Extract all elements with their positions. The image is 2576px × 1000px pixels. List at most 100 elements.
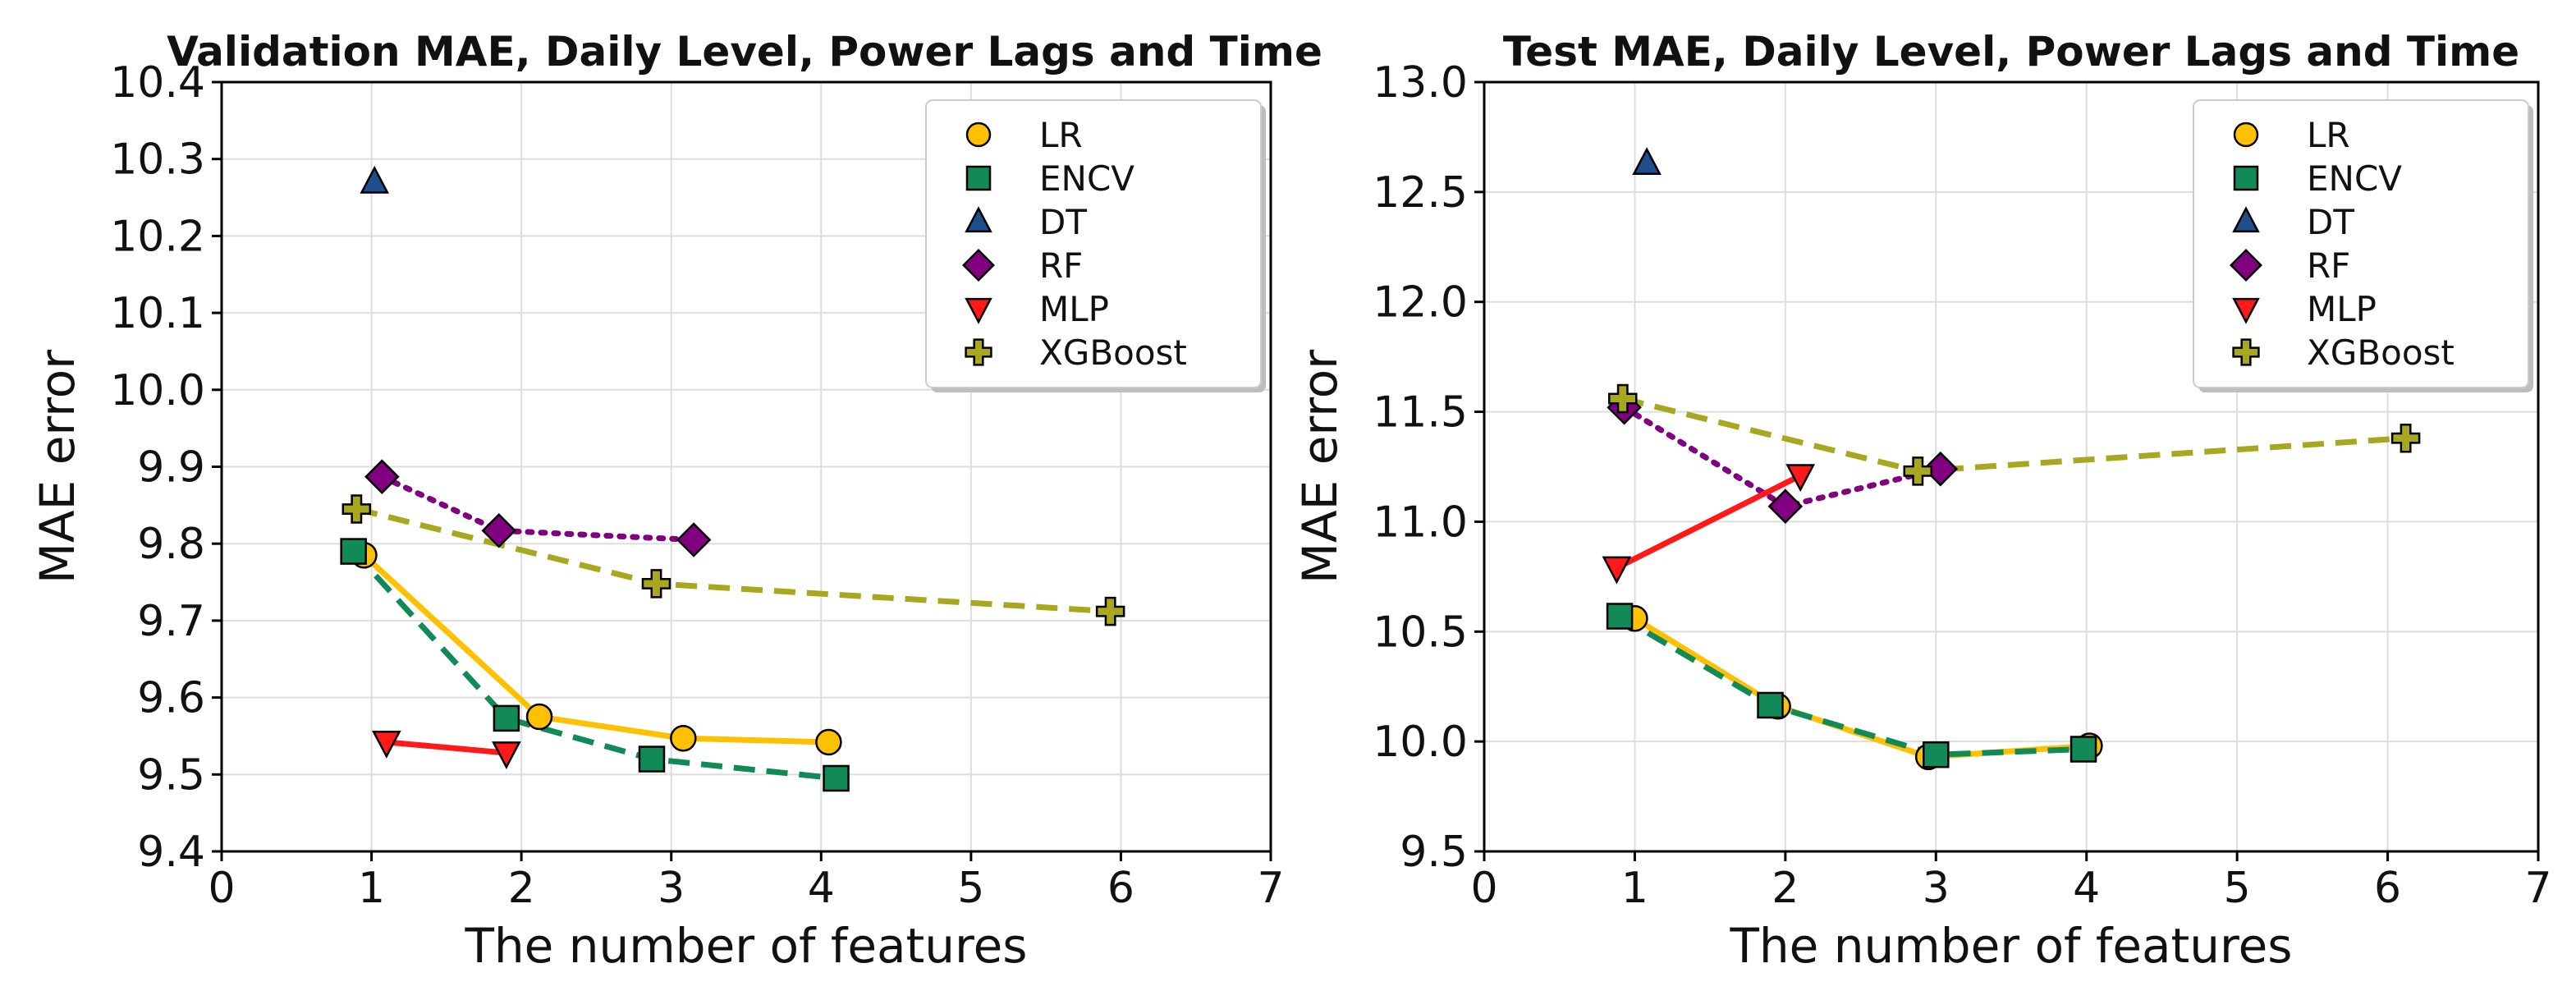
y-tick-label: 9.5	[1400, 828, 1468, 877]
series-line-mlp	[386, 739, 507, 756]
y-tick-label: 10.0	[1373, 718, 1468, 767]
y-tick-label: 11.5	[1373, 388, 1468, 438]
legend-marker-lr	[2233, 122, 2259, 148]
x-tick-label: 5	[957, 864, 984, 913]
data-point-encv	[340, 538, 367, 565]
legend-marker-dt	[2232, 206, 2260, 233]
data-point-rf	[1767, 489, 1804, 524]
legend-marker-xgboost	[965, 338, 992, 366]
series-line-lr	[1633, 616, 2090, 760]
y-tick-label: 9.5	[137, 750, 205, 800]
legend-label-encv: ENCV	[2307, 158, 2402, 199]
x-tick-label: 5	[2224, 864, 2251, 913]
y-tick-label: 10.3	[110, 135, 205, 185]
x-axis-label: The number of features	[1729, 918, 2292, 974]
legend-label-mlp: MLP	[1039, 289, 1109, 329]
legend-label-rf: RF	[1039, 245, 1083, 286]
legend-marker-rf	[962, 249, 995, 282]
data-point-dt	[1632, 147, 1662, 176]
x-tick-label: 0	[208, 864, 235, 913]
data-point-rf	[364, 459, 400, 494]
data-point-xgboost	[1095, 596, 1125, 626]
data-point-rf	[1923, 451, 1959, 487]
x-tick-label: 7	[2524, 864, 2551, 913]
y-axis-label: MAE error	[1292, 350, 1348, 584]
x-axis-label: The number of features	[464, 918, 1027, 974]
legend-marker-mlp	[2232, 297, 2260, 324]
legend-box	[925, 99, 1262, 388]
legend-label-dt: DT	[2307, 202, 2354, 242]
legend-marker-lr	[965, 122, 992, 148]
x-tick-label: 4	[2073, 864, 2100, 913]
legend-label-xgboost: XGBoost	[2307, 333, 2455, 373]
x-tick-label: 0	[1470, 864, 1497, 913]
y-tick-label: 12.5	[1373, 168, 1468, 218]
y-tick-label: 9.4	[137, 828, 205, 877]
data-point-encv	[493, 704, 520, 732]
x-tick-label: 7	[1257, 864, 1284, 913]
chart-2: 0 1 2 3 4 5 6 7 9.5 10.0 10.5 11.0 11.5 12.0 12.5 13.0 L…	[1292, 28, 2552, 974]
y-tick-label: 10.4	[110, 58, 205, 108]
x-tick-label: 4	[808, 864, 835, 913]
x-tick-label: 3	[658, 864, 685, 913]
data-point-encv	[2070, 736, 2097, 763]
y-tick-label: 10.0	[110, 366, 205, 415]
data-point-xgboost	[1608, 383, 1638, 414]
data-point-dt	[360, 165, 390, 194]
data-point-mlp	[492, 741, 521, 770]
legend-label-xgboost: XGBoost	[1039, 333, 1187, 373]
legend-marker-xgboost	[2232, 338, 2260, 366]
plot-frame	[220, 80, 1272, 853]
data-point-rf	[481, 513, 517, 548]
series-line-xgboost	[355, 506, 1111, 615]
data-point-encv	[1757, 691, 1784, 719]
y-tick-label: 9.6	[137, 674, 205, 723]
legend-marker-encv	[2233, 165, 2259, 191]
x-tick-label: 3	[1923, 864, 1950, 913]
data-point-encv	[1606, 603, 1634, 630]
x-tick-label: 2	[508, 864, 535, 913]
data-point-mlp	[1602, 556, 1632, 585]
y-tick-label: 10.2	[110, 212, 205, 261]
data-point-lr	[815, 728, 842, 756]
series-line-rf	[378, 474, 697, 544]
data-point-mlp	[372, 730, 401, 759]
y-tick-label: 12.0	[1373, 278, 1468, 328]
legend-marker-mlp	[965, 297, 992, 324]
y-tick-label: 9.9	[137, 443, 205, 493]
legend-label-mlp: MLP	[2307, 289, 2377, 329]
data-point-encv	[638, 745, 666, 773]
data-point-mlp	[1785, 464, 1816, 493]
x-tick-label: 2	[1772, 864, 1799, 913]
data-point-lr	[670, 725, 697, 752]
chart-1: 0 1 2 3 4 5 6 7 9.4 9.5 9.6 9.7 9.8 9.9 10.0 10.1 10.2 10…	[30, 28, 1322, 974]
y-tick-label: 13.0	[1373, 58, 1468, 108]
legend-label-rf: RF	[2307, 245, 2350, 286]
chart-title: Test MAE, Daily Level, Power Lags and Ti…	[1503, 28, 2519, 76]
series-line-xgboost	[1621, 396, 2406, 475]
data-point-rf	[676, 522, 712, 557]
plot-frame	[1483, 80, 2540, 853]
data-point-xgboost	[641, 569, 672, 599]
y-tick-label: 11.0	[1373, 498, 1468, 547]
x-tick-label: 1	[1621, 864, 1648, 913]
y-axis-label: MAE error	[30, 350, 85, 584]
legend-label-lr: LR	[2307, 115, 2350, 155]
y-tick-label: 9.8	[137, 520, 205, 569]
series-line-rf	[1621, 404, 1944, 510]
legend-label-encv: ENCV	[1039, 158, 1134, 199]
chart-title: Validation MAE, Daily Level, Power Lags …	[167, 28, 1322, 76]
data-point-encv	[823, 764, 850, 792]
legend-box	[2193, 99, 2529, 388]
series-line-mlp	[1615, 473, 1802, 571]
x-tick-label: 1	[358, 864, 385, 913]
x-tick-label: 6	[2374, 864, 2401, 913]
legend-marker-dt	[965, 206, 992, 233]
legend-label-dt: DT	[1039, 202, 1087, 242]
data-point-xgboost	[2390, 423, 2421, 453]
data-point-lr	[525, 703, 553, 731]
legend-marker-rf	[2230, 249, 2262, 282]
y-tick-label: 10.5	[1373, 608, 1468, 657]
